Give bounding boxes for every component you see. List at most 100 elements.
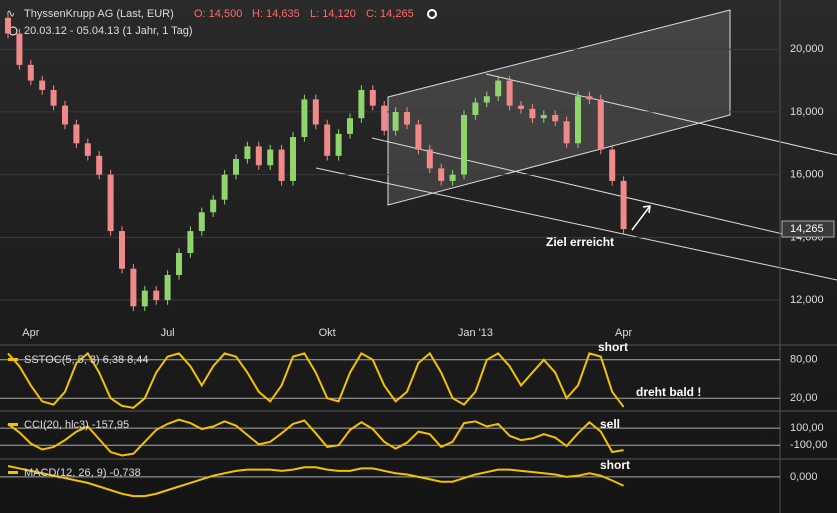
x-tick-label: Apr (615, 327, 632, 339)
candle-body (540, 115, 547, 119)
candle-body (130, 268, 137, 307)
y-tick-label: 16,000 (790, 169, 824, 181)
last-price-label: 14,265 (790, 223, 824, 235)
candle-body (244, 146, 251, 159)
settings-icon[interactable] (427, 9, 437, 19)
candle-body (495, 80, 502, 97)
candle-body (210, 199, 217, 213)
annotation: dreht bald ! (636, 385, 701, 399)
candle-body (278, 149, 285, 181)
candle-body (449, 174, 456, 181)
x-tick-label: Apr (22, 327, 39, 339)
candle-body (563, 121, 570, 144)
candle-body (153, 290, 160, 301)
x-tick-label: Okt (319, 327, 336, 339)
indicator-title: CCI(20, hlc3) -157,95 (24, 419, 129, 431)
candle-body (27, 64, 34, 81)
ohlc-label: O: 14,500 (194, 8, 242, 20)
indicator-line (7, 465, 625, 498)
y-tick-label: -100,00 (790, 439, 827, 451)
trend-line (315, 167, 837, 281)
trend-line (371, 137, 801, 239)
candle-body (324, 124, 331, 156)
candle-body (506, 80, 513, 106)
annotation: short (598, 340, 628, 354)
candle-body (415, 124, 422, 150)
candle-body (107, 174, 114, 232)
indicator-line (7, 418, 624, 457)
indicator-line (7, 351, 625, 409)
x-tick-label: Jul (161, 327, 175, 339)
chart-subtitle: 20.03.12 - 05.04.13 (1 Jahr, 1 Tag) (24, 25, 193, 37)
candle-body (221, 174, 228, 200)
candle-body (335, 133, 342, 156)
candle-body (620, 180, 627, 230)
candle-body (347, 118, 353, 134)
candle-body (597, 99, 604, 150)
chart-title: ThyssenKrupp AG (Last, EUR) (24, 8, 174, 20)
candle-body (141, 290, 148, 307)
legend-swatch (8, 471, 18, 474)
candle-body (358, 89, 365, 119)
arrow-head (642, 205, 651, 214)
candle-body (483, 96, 490, 103)
candle-body (96, 155, 103, 175)
arrow (631, 205, 651, 231)
y-tick-label: 12,000 (790, 294, 824, 306)
y-tick-label: 100,00 (790, 422, 824, 434)
candle-body (472, 102, 479, 116)
candle-body (552, 115, 559, 122)
candle-body (119, 231, 125, 269)
indicator-title: MACD(12, 26, 9) -0,738 (24, 467, 141, 479)
candle-body (381, 105, 388, 131)
ohlc-label: C: 14,265 (366, 8, 414, 20)
candle-body (575, 96, 581, 144)
trend-line (485, 73, 837, 156)
candle-body (426, 149, 433, 169)
candle-body (255, 146, 262, 166)
candle-body (586, 96, 593, 100)
candle-body (438, 168, 445, 181)
ohlc-label: H: 14,635 (252, 8, 300, 20)
candle-body (312, 99, 319, 125)
y-tick-label: 80,00 (790, 354, 818, 366)
candle-body (609, 149, 616, 181)
candle-body (16, 33, 23, 65)
candle-body (39, 80, 46, 90)
ohlc-label: L: 14,120 (310, 8, 356, 20)
candle-body (5, 17, 11, 34)
candle-body (461, 115, 467, 175)
y-tick-label: 0,000 (790, 471, 818, 483)
candle-body (518, 105, 524, 109)
candle-body (62, 105, 68, 125)
legend-swatch (8, 358, 18, 361)
candle-body (176, 253, 182, 275)
candle-body (50, 89, 57, 106)
candle-body (233, 158, 239, 175)
annotation: sell (600, 417, 620, 431)
y-tick-label: 18,000 (790, 106, 824, 118)
candle-body (198, 212, 205, 232)
legend-swatch (8, 423, 18, 426)
y-tick-label: 20,00 (790, 392, 818, 404)
candle-body (73, 124, 80, 144)
x-tick-label: Jan '13 (458, 327, 493, 339)
trend-channel (387, 9, 731, 206)
candle-body (267, 149, 274, 166)
candle-body (301, 99, 308, 138)
candle-body (404, 111, 410, 125)
candle-body (84, 143, 91, 156)
candle-body (369, 89, 376, 106)
candle-body (529, 108, 536, 119)
candle-body (187, 231, 194, 254)
annotation: short (600, 458, 630, 472)
last-price-box (781, 220, 835, 238)
candle-body (392, 111, 399, 131)
indicator-title: SSTOC(5, 5, 3) 6,38 8,44 (24, 354, 149, 366)
candle-body (290, 137, 296, 181)
y-tick-label: 20,000 (790, 43, 824, 55)
candle-body (164, 274, 171, 301)
annotation: Ziel erreicht (546, 235, 614, 249)
